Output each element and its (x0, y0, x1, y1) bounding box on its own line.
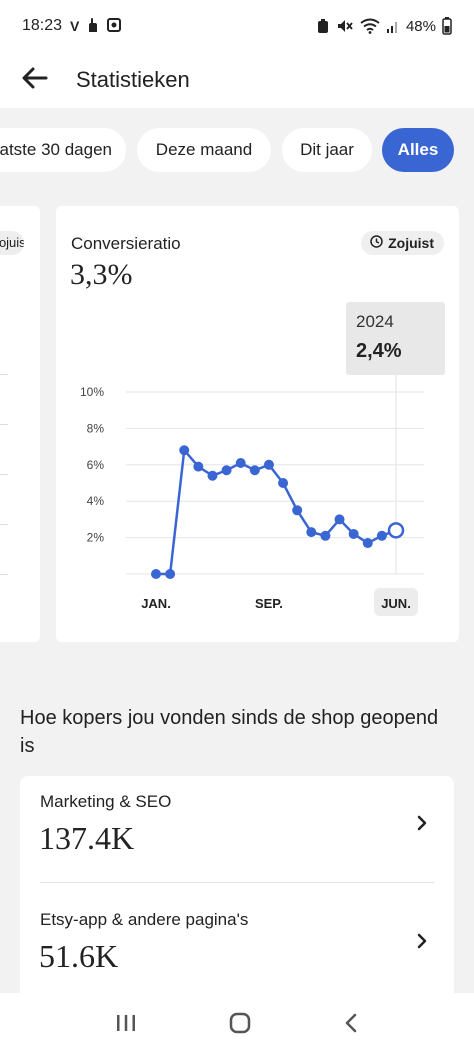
data-point (249, 465, 260, 476)
date-range-filters: Laatste 30 dagen Deze maand Dit jaar All… (0, 108, 474, 194)
source-value: 137.4K (39, 820, 135, 856)
data-point (306, 527, 317, 538)
data-point (179, 445, 190, 456)
metric-value: 3,3% (70, 258, 133, 291)
data-point (263, 459, 274, 470)
tooltip-label: 2024 (356, 312, 394, 331)
y-tick-label: 10% (80, 385, 104, 399)
data-point (376, 530, 387, 541)
gridline (0, 424, 8, 425)
timestamp-badge: Zojuist (361, 231, 444, 255)
mute-icon (336, 18, 354, 34)
conversion-line-chart[interactable]: 10% 8% 6% 4% 2% JAN. SEP. JUN. (56, 206, 459, 642)
recent-apps-icon[interactable] (115, 1013, 137, 1033)
traffic-sources-list: Marketing & SEO 137.4K Etsy-app & andere… (20, 776, 454, 1006)
data-point (292, 505, 303, 516)
wifi-icon (360, 18, 380, 34)
x-tick-label: JAN. (141, 596, 171, 611)
data-point (207, 470, 218, 481)
arrow-left-icon (22, 67, 48, 94)
data-point (193, 461, 204, 472)
chevron-right-icon (416, 814, 428, 837)
gridline (0, 474, 8, 475)
filter-all[interactable]: Alles (382, 128, 454, 172)
conversion-rate-card[interactable]: Conversieratio 3,3% Zojuist 10% 8% 6% 4% 2% J… (56, 206, 459, 642)
data-point (348, 528, 359, 539)
series-line (156, 448, 397, 576)
data-point (151, 569, 161, 579)
tooltip-value: 2,4% (356, 340, 402, 362)
home-icon[interactable] (228, 1011, 252, 1035)
system-nav-bar (0, 993, 474, 1053)
data-point (221, 465, 232, 476)
v-icon: V (70, 18, 80, 34)
timestamp-label: Zojuist (388, 235, 434, 251)
source-label: Etsy-app & andere pagina's (40, 910, 249, 929)
gridline (0, 574, 8, 575)
filter-this-month[interactable]: Deze maand (137, 128, 271, 172)
gridline (0, 374, 8, 375)
x-tick-highlight (374, 588, 418, 616)
filter-last-30-days[interactable]: Laatste 30 dagen (0, 128, 126, 172)
data-point (165, 569, 176, 579)
chevron-right-icon (416, 932, 428, 955)
battery-icon (442, 17, 452, 35)
status-system-icons: 48% (316, 17, 452, 35)
x-tick-label: JUN. (381, 596, 411, 611)
data-point (320, 530, 331, 541)
metric-title: Conversieratio (71, 234, 181, 253)
battery-level: 48% (405, 17, 436, 35)
back-icon[interactable] (343, 1012, 359, 1034)
source-label: Marketing & SEO (40, 792, 172, 811)
y-tick-label: 6% (87, 458, 105, 472)
status-notification-icons: V (70, 17, 122, 36)
source-row-etsy-app[interactable]: Etsy-app & andere pagina's 51.6K (20, 894, 454, 1002)
status-time: 18:23 (22, 17, 63, 34)
highlighted-data-point (387, 522, 405, 539)
previous-card-time-badge: Zojuist (0, 231, 24, 255)
back-button[interactable] (0, 52, 70, 108)
data-point (235, 457, 246, 468)
chart-tooltip: 2024 2,4% (346, 302, 445, 375)
source-row-marketing[interactable]: Marketing & SEO 137.4K (20, 776, 454, 884)
gridline (0, 524, 8, 525)
alarm-icon (316, 18, 330, 34)
clock-icon (370, 235, 383, 251)
app-header: Statistieken (0, 52, 474, 108)
traffic-sources-heading: Hoe kopers jou vonden sinds de shop geop… (20, 707, 439, 757)
data-point (278, 478, 289, 488)
hand-icon (86, 17, 100, 36)
source-value: 51.6K (39, 938, 119, 974)
y-tick-label: 8% (87, 421, 105, 435)
gallery-icon (107, 17, 122, 35)
data-point (334, 514, 345, 525)
filter-this-year[interactable]: Dit jaar (282, 128, 372, 172)
signal-icon (386, 18, 400, 34)
y-tick-label: 4% (87, 494, 105, 508)
x-tick-label: SEP. (255, 596, 283, 611)
status-bar: 18:23 V 48% (0, 0, 474, 52)
page-title: Statistieken (76, 67, 190, 92)
previous-metric-card[interactable]: Zojuist (0, 206, 40, 642)
y-tick-label: 2% (87, 531, 105, 545)
divider (40, 882, 434, 883)
data-point (362, 538, 373, 549)
